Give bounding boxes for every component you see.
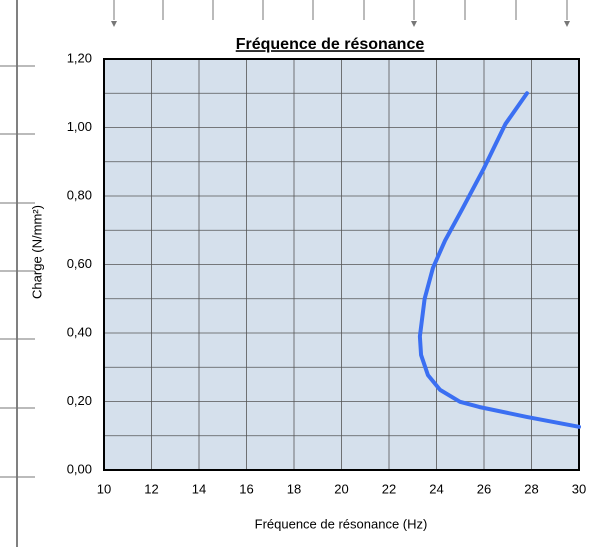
y-tick-label: 1,00 — [67, 119, 92, 134]
x-tick-label: 20 — [334, 481, 348, 496]
x-tick-label: 24 — [429, 481, 443, 496]
frame-decoration — [0, 0, 570, 547]
y-tick-label: 0,20 — [67, 393, 92, 408]
y-tick-label: 0,40 — [67, 324, 92, 339]
y-tick-label: 0,80 — [67, 187, 92, 202]
x-tick-label: 30 — [572, 481, 586, 496]
x-tick-label: 18 — [287, 481, 301, 496]
x-tick-label: 10 — [97, 481, 111, 496]
x-tick-label: 14 — [192, 481, 206, 496]
chart-title: Fréquence de résonance — [236, 36, 425, 53]
y-axis-label: Charge (N/mm²) — [29, 205, 44, 299]
x-tick-label: 28 — [524, 481, 538, 496]
plot-border — [103, 58, 580, 471]
x-tick-label: 26 — [477, 481, 491, 496]
x-axis-label: Fréquence de résonance (Hz) — [255, 516, 428, 531]
y-tick-label: 1,20 — [67, 50, 92, 65]
x-tick-label: 22 — [382, 481, 396, 496]
y-tick-label: 0,60 — [67, 256, 92, 271]
data-line — [417, 91, 581, 429]
x-tick-label: 12 — [144, 481, 158, 496]
y-tick-label: 0,00 — [67, 461, 92, 476]
x-tick-label: 16 — [239, 481, 253, 496]
